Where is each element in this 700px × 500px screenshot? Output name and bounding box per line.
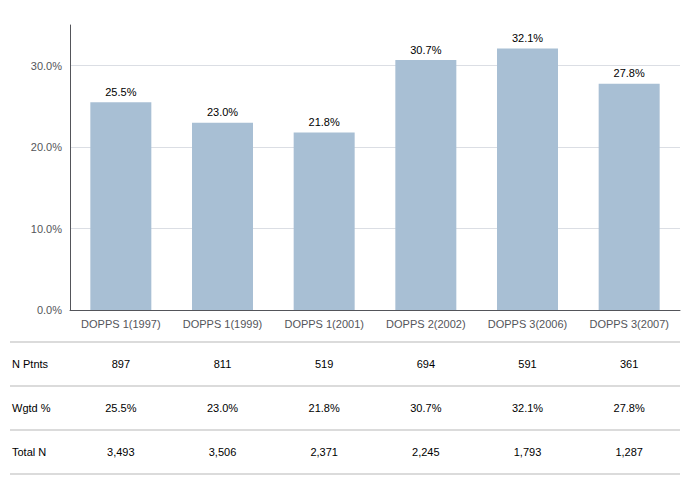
svg-text:21.8%: 21.8% [309, 116, 340, 128]
svg-text:0.0%: 0.0% [37, 304, 62, 316]
svg-text:21.8%: 21.8% [309, 402, 340, 414]
svg-text:Total N: Total N [12, 446, 46, 458]
svg-text:3,506: 3,506 [209, 446, 237, 458]
svg-text:23.0%: 23.0% [207, 106, 238, 118]
svg-text:32.1%: 32.1% [512, 402, 543, 414]
svg-text:DOPPS 3(2007): DOPPS 3(2007) [589, 318, 668, 330]
svg-text:27.8%: 27.8% [614, 402, 645, 414]
svg-text:DOPPS 3(2006): DOPPS 3(2006) [488, 318, 567, 330]
svg-text:1,287: 1,287 [615, 446, 643, 458]
svg-text:20.0%: 20.0% [31, 141, 62, 153]
svg-text:23.0%: 23.0% [207, 402, 238, 414]
svg-text:811: 811 [214, 358, 232, 370]
svg-text:361: 361 [620, 358, 638, 370]
svg-text:32.1%: 32.1% [512, 32, 543, 44]
svg-text:519: 519 [315, 358, 333, 370]
svg-text:30.7%: 30.7% [410, 44, 441, 56]
svg-text:897: 897 [112, 358, 130, 370]
svg-text:N Ptnts: N Ptnts [12, 358, 49, 370]
svg-text:25.5%: 25.5% [105, 402, 136, 414]
svg-text:DOPPS 1(1999): DOPPS 1(1999) [183, 318, 262, 330]
svg-text:2,371: 2,371 [310, 446, 338, 458]
svg-text:DOPPS 2(2002): DOPPS 2(2002) [386, 318, 465, 330]
svg-text:3,493: 3,493 [107, 446, 135, 458]
svg-text:27.8%: 27.8% [614, 67, 645, 79]
svg-text:Wgtd %: Wgtd % [12, 402, 51, 414]
svg-text:1,793: 1,793 [514, 446, 542, 458]
svg-text:591: 591 [518, 358, 536, 370]
svg-text:30.0%: 30.0% [31, 60, 62, 72]
svg-text:694: 694 [417, 358, 435, 370]
svg-text:25.5%: 25.5% [105, 86, 136, 98]
svg-text:DOPPS 1(1997): DOPPS 1(1997) [81, 318, 160, 330]
svg-text:DOPPS 1(2001): DOPPS 1(2001) [284, 318, 363, 330]
svg-text:10.0%: 10.0% [31, 223, 62, 235]
svg-text:2,245: 2,245 [412, 446, 440, 458]
svg-text:30.7%: 30.7% [410, 402, 441, 414]
